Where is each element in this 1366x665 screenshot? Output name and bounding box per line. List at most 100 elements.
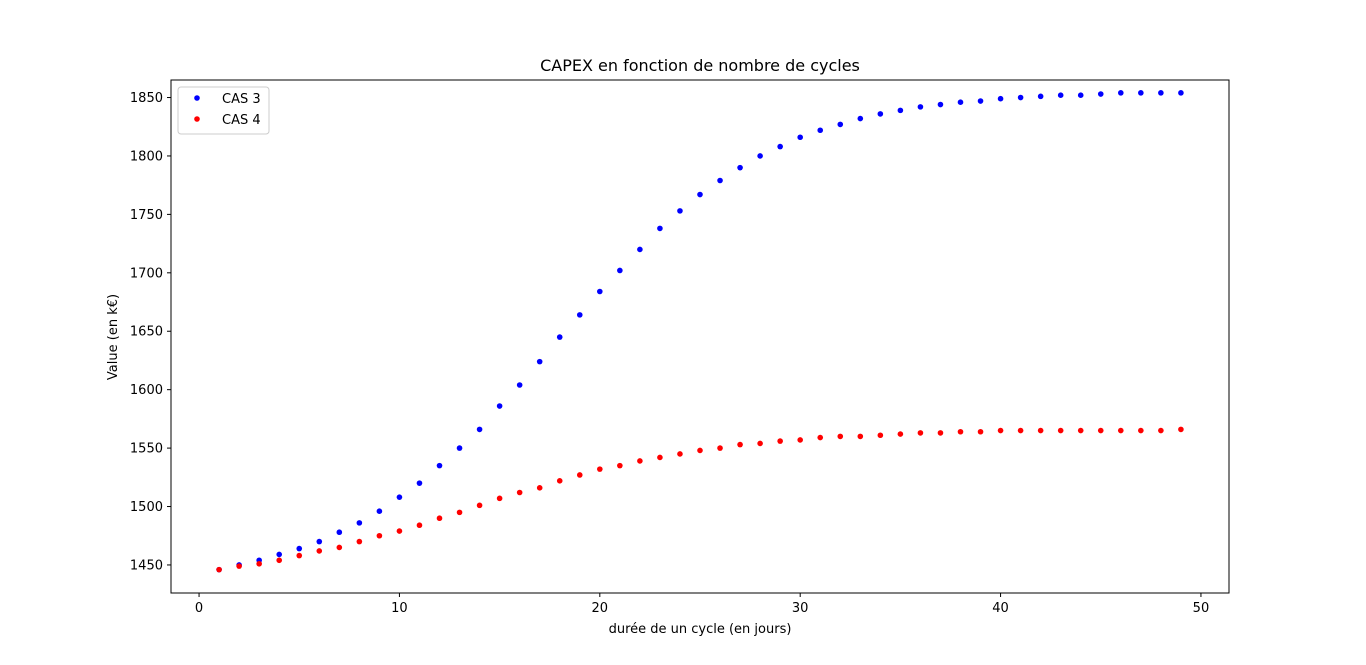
x-tick-label: 50 (1193, 601, 1210, 616)
data-point (276, 557, 283, 564)
data-point (1138, 427, 1144, 434)
data-point (737, 441, 743, 448)
data-point (276, 551, 283, 558)
data-point (857, 115, 864, 122)
data-point (977, 98, 984, 104)
data-point (997, 95, 1004, 102)
data-points (216, 90, 1184, 573)
data-point (677, 451, 683, 457)
data-point (536, 358, 543, 365)
data-point (516, 382, 523, 388)
data-point (777, 438, 783, 444)
data-point (897, 107, 904, 114)
data-point (476, 502, 483, 509)
y-tick-label: 1750 (130, 208, 163, 223)
legend-label-cas3: CAS 3 (222, 92, 261, 107)
data-point (677, 208, 683, 214)
data-point (576, 472, 583, 478)
series-cas-3 (216, 90, 1184, 573)
data-point (456, 509, 463, 516)
data-point (697, 447, 703, 454)
data-point (617, 267, 623, 274)
data-point (356, 538, 363, 545)
chart-title: CAPEX en fonction de nombre de cycles (540, 56, 860, 75)
data-point (376, 508, 383, 515)
data-point (777, 143, 783, 150)
data-point (1097, 427, 1104, 434)
data-point (857, 433, 864, 440)
data-point (316, 548, 323, 554)
x-tick-label: 0 (195, 601, 203, 616)
data-point (877, 111, 884, 117)
data-point (496, 403, 503, 409)
data-point (757, 153, 763, 159)
data-point (396, 494, 403, 500)
data-point (556, 334, 563, 340)
data-point (697, 191, 703, 198)
data-point (236, 563, 242, 569)
data-point (817, 434, 824, 441)
data-point (1017, 94, 1024, 101)
data-point (917, 430, 924, 436)
data-point (1158, 427, 1164, 434)
legend-marker-cas4 (194, 116, 200, 122)
data-point (937, 101, 944, 108)
data-point (256, 560, 262, 567)
y-tick-label: 1700 (130, 266, 163, 281)
y-axis: 1450 1500 1550 1600 1650 1700 1750 1800 1850 (130, 91, 171, 573)
data-point (617, 462, 623, 469)
legend-marker-cas3 (194, 95, 200, 101)
y-axis-label: Value (en k€) (106, 294, 121, 380)
data-point (1138, 90, 1144, 96)
data-point (957, 99, 964, 106)
data-point (476, 426, 483, 433)
data-point (216, 566, 222, 573)
data-point (1057, 92, 1064, 98)
data-point (436, 462, 443, 469)
data-point (516, 489, 523, 496)
data-point (597, 288, 603, 295)
data-point (1178, 90, 1184, 96)
data-point (897, 431, 904, 437)
data-point (336, 544, 343, 551)
plot-area (170, 79, 1230, 594)
y-tick-label: 1650 (130, 325, 163, 340)
data-point (1017, 427, 1024, 434)
data-point (1097, 91, 1104, 97)
x-tick-label: 20 (592, 601, 609, 616)
x-axis: 0 10 20 30 40 50 (195, 593, 1209, 616)
series-cas-4 (216, 426, 1184, 573)
data-point (877, 432, 884, 439)
data-point (336, 529, 343, 536)
data-point (1037, 93, 1044, 100)
data-point (296, 552, 303, 559)
y-tick-label: 1450 (130, 558, 163, 573)
x-tick-label: 10 (391, 601, 408, 616)
y-tick-label: 1850 (130, 91, 163, 106)
data-point (556, 478, 563, 484)
data-point (1077, 427, 1084, 434)
data-point (1077, 92, 1084, 98)
data-point (837, 433, 844, 440)
data-point (416, 522, 423, 529)
y-tick-label: 1500 (130, 500, 163, 515)
y-tick-label: 1550 (130, 442, 163, 457)
data-point (576, 312, 583, 318)
data-point (416, 480, 423, 486)
data-point (396, 528, 403, 534)
data-point (637, 458, 643, 464)
data-point (597, 466, 603, 472)
y-tick-label: 1800 (130, 149, 163, 164)
x-tick-label: 30 (792, 601, 809, 616)
data-point (657, 454, 663, 461)
data-point (496, 495, 503, 502)
data-point (757, 440, 763, 447)
y-tick-label: 1600 (130, 383, 163, 398)
x-tick-label: 40 (992, 601, 1009, 616)
data-point (1037, 427, 1044, 434)
data-point (717, 177, 723, 184)
data-point (717, 445, 723, 451)
data-point (637, 246, 643, 253)
data-point (1057, 427, 1064, 434)
